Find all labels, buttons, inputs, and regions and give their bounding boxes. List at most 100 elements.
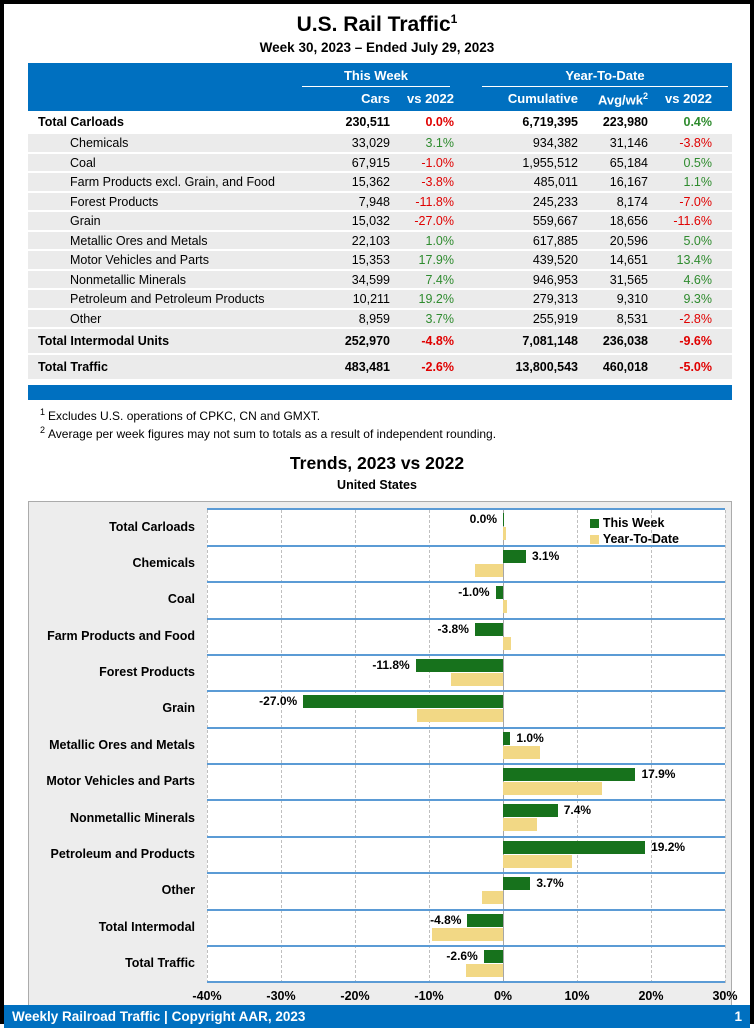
avg-wk-superscript: 2	[642, 91, 648, 101]
chart-band: -1.0%	[207, 583, 725, 620]
bar-year-to-date	[503, 818, 538, 832]
cell-cumulative: 485,011	[533, 175, 578, 190]
table-row: Metallic Ores and Metals 22,103 1.0% 617,88…	[28, 231, 732, 252]
row-label: Coal	[70, 155, 96, 170]
axis-tick-label: -40%	[192, 989, 222, 1004]
cell-wk-vs-2022: 1.0%	[425, 233, 455, 248]
cell-avg-wk: 20,596	[609, 233, 648, 248]
cell-ytd-vs-2022: 0.4%	[683, 114, 713, 129]
bar-value-label: 3.7%	[536, 876, 564, 891]
chart-band: -4.8%	[207, 911, 725, 948]
row-label: Metallic Ores and Metals	[70, 233, 208, 248]
cell-ytd-vs-2022: -2.8%	[679, 311, 712, 326]
bar-year-to-date	[474, 563, 503, 577]
axis-tick-label: -30%	[266, 989, 296, 1004]
cell-cumulative: 13,800,543	[515, 360, 578, 375]
cell-wk-vs-2022: -3.8%	[421, 175, 454, 190]
chart-band: 17.9%	[207, 765, 725, 802]
column-header-avg-wk: Avg/wk2	[578, 91, 648, 107]
cell-cumulative: 279,313	[532, 292, 578, 307]
bar-year-to-date	[503, 636, 512, 650]
bar-year-to-date	[466, 964, 503, 978]
cell-cars: 8,959	[358, 311, 390, 326]
cell-wk-vs-2022: 17.9%	[418, 253, 454, 268]
cell-cumulative: 6,719,395	[522, 114, 578, 129]
cell-ytd-vs-2022: -7.0%	[679, 194, 712, 209]
category-label: Total Intermodal	[98, 919, 195, 934]
cell-ytd-vs-2022: -9.6%	[679, 334, 712, 349]
footnote-text: Excludes U.S. operations of CPKC, CN and…	[48, 409, 321, 424]
cell-wk-vs-2022: -11.8%	[415, 194, 454, 209]
category-label: Metallic Ores and Metals	[49, 737, 195, 752]
row-label: Total Intermodal Units	[38, 334, 170, 349]
cell-cars: 15,032	[351, 214, 390, 229]
gridline	[577, 510, 578, 984]
axis-tick-label: -10%	[414, 989, 444, 1004]
footnote: 1 Excludes U.S. operations of CPKC, CN an…	[40, 407, 732, 423]
table-body: Total Carloads 230,511 0.0% 6,719,395 223,98…	[28, 111, 732, 382]
cell-wk-vs-2022: -4.8%	[421, 334, 454, 349]
cell-avg-wk: 14,651	[609, 253, 648, 268]
footnote: 2 Average per week figures may not sum to…	[40, 425, 732, 441]
chart-subtitle: United States	[337, 478, 417, 493]
chart-band: 19.2%	[207, 838, 725, 875]
table-row: Total Intermodal Units 252,970 -4.8% 7,081,…	[28, 329, 732, 356]
bar-this-week	[503, 877, 531, 891]
gridline	[207, 510, 208, 984]
footer-page-number: 1	[734, 1009, 742, 1024]
gridline	[429, 510, 430, 984]
page-title: U.S. Rail Traffic1	[4, 12, 750, 37]
category-label: Other	[161, 883, 195, 898]
bar-this-week	[483, 950, 503, 964]
bar-value-label: -2.6%	[446, 949, 478, 964]
table-row: Farm Products excl. Grain, and Food 15,36…	[28, 173, 732, 193]
cell-wk-vs-2022: 7.4%	[425, 272, 455, 287]
bar-this-week	[415, 658, 503, 672]
cell-cars: 22,103	[351, 233, 390, 248]
page-subtitle: Week 30, 2023 – Ended July 29, 2023	[259, 40, 495, 55]
cell-cumulative: 255,919	[532, 311, 578, 326]
bar-value-label: -3.8%	[437, 621, 469, 636]
row-label: Total Carloads	[38, 114, 124, 129]
bar-year-to-date	[451, 672, 503, 686]
category-label: Total Carloads	[109, 519, 195, 534]
axis-tick-label: 20%	[638, 989, 664, 1004]
table-row: Coal 67,915 -1.0% 1,955,512 65,184 0.5%	[28, 153, 732, 174]
table-row: Nonmetallic Minerals 34,599 7.4% 946,953 31,…	[28, 270, 732, 291]
cell-avg-wk: 18,656	[609, 214, 648, 229]
axis-tick-label: 10%	[564, 989, 590, 1004]
traffic-table: This Week Year-To-Date Cars vs 2022 Cumu…	[28, 63, 732, 382]
cell-cumulative: 934,382	[532, 136, 578, 151]
cell-cars: 252,970	[344, 334, 390, 349]
chart-category-labels: Total Carloads Chemicals Coal Farm Products…	[29, 508, 207, 983]
column-header-cars: Cars	[361, 91, 390, 106]
cell-avg-wk: 65,184	[609, 155, 648, 170]
footnote-superscript: 1	[40, 407, 46, 418]
legend-label-this-week: This Week	[602, 516, 665, 531]
axis-tick-label: 30%	[712, 989, 738, 1004]
bar-this-week	[503, 768, 636, 782]
bar-value-label: -27.0%	[259, 694, 298, 709]
chart-plot-area: This Week Year-To-Date 0.0% 3.1% -1.0% -3.8…	[207, 508, 726, 984]
bar-value-label: 19.2%	[651, 839, 686, 854]
cell-cars: 33,029	[351, 136, 390, 151]
cell-wk-vs-2022: -1.0%	[421, 155, 454, 170]
table-header-group-row: This Week Year-To-Date	[28, 68, 732, 87]
cell-cumulative: 7,081,148	[522, 334, 578, 349]
row-label: Grain	[70, 214, 101, 229]
cell-avg-wk: 223,980	[602, 114, 648, 129]
cell-cumulative: 245,233	[532, 194, 578, 209]
cell-cars: 230,511	[345, 114, 391, 129]
bar-this-week	[495, 586, 503, 600]
cell-ytd-vs-2022: 9.3%	[683, 292, 713, 307]
cell-cumulative: 439,520	[532, 253, 578, 268]
column-header-ytd-vs-2022: vs 2022	[665, 91, 712, 106]
category-label: Motor Vehicles and Parts	[46, 774, 195, 789]
row-label: Other	[70, 311, 102, 326]
column-header-cumulative: Cumulative	[507, 91, 578, 106]
cell-cars: 15,353	[351, 253, 390, 268]
chart-legend: This Week Year-To-Date	[589, 515, 679, 547]
bar-this-week	[503, 513, 504, 527]
row-label: Motor Vehicles and Parts	[70, 253, 209, 268]
gridline	[281, 510, 282, 984]
